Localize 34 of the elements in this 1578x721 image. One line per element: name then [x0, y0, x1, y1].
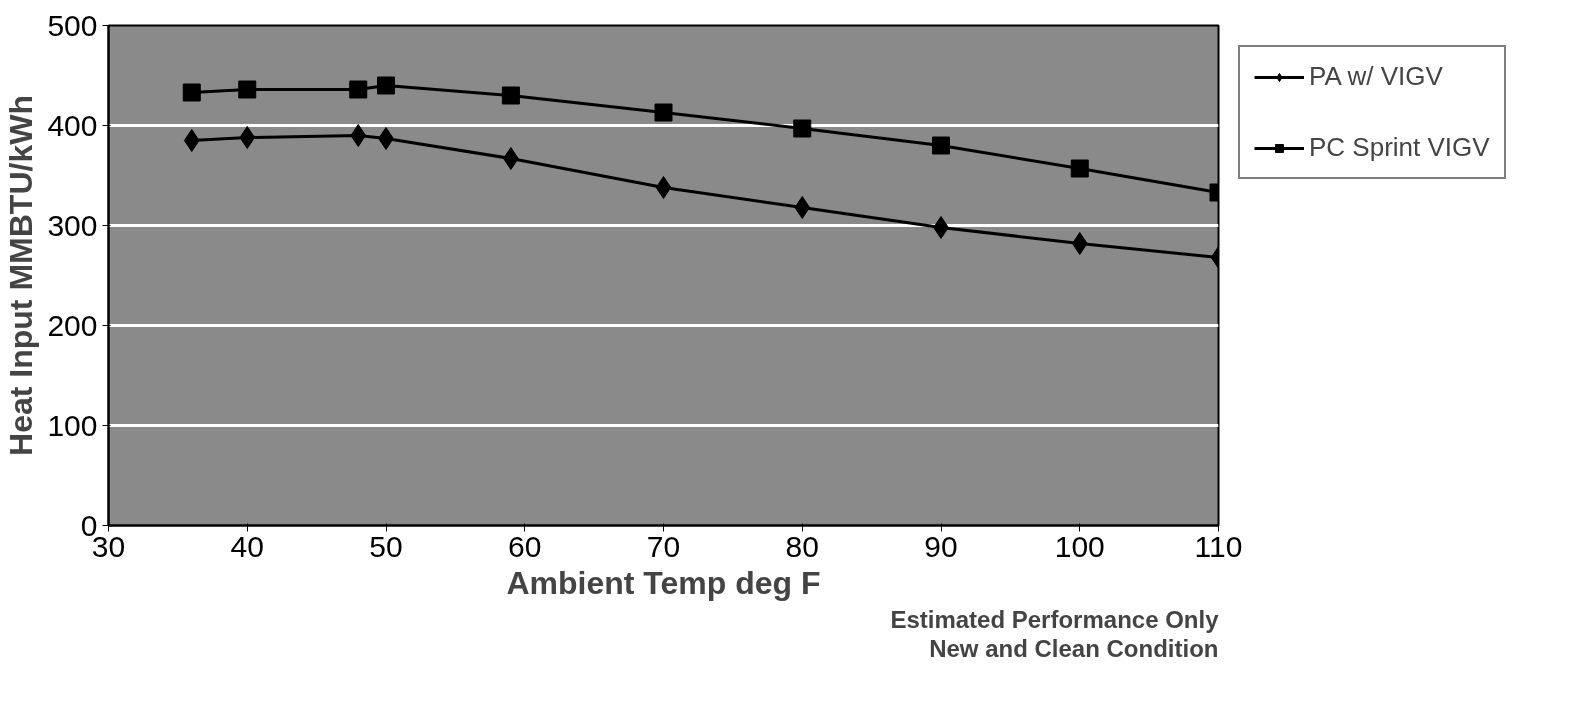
- x-tick-label: 60: [508, 529, 542, 563]
- x-tick-label: 50: [369, 529, 403, 563]
- x-tick-label: 90: [924, 529, 958, 563]
- legend-label: PC Sprint VIGV: [1309, 132, 1490, 163]
- point: [794, 196, 811, 219]
- point: [1070, 159, 1089, 178]
- x-tick-label: 100: [1054, 529, 1105, 563]
- y-tick-label: 400: [47, 108, 98, 142]
- x-tick-label: 70: [646, 529, 681, 563]
- point: [350, 124, 367, 147]
- y-tick-label: 100: [47, 408, 98, 442]
- point: [1071, 232, 1088, 255]
- point: [349, 80, 368, 99]
- point: [655, 176, 672, 199]
- point: [932, 136, 950, 155]
- point: [239, 126, 256, 149]
- point: [793, 119, 812, 138]
- x-tick-label: 80: [785, 529, 819, 563]
- y-axis-title: Heat Input MMBTU/kWh: [3, 95, 40, 456]
- y-tick-label: 300: [47, 208, 98, 242]
- text: Estimated Performance Only: [890, 605, 1220, 633]
- text: New and Clean Condition: [929, 634, 1219, 662]
- x-tick-label: 110: [1194, 529, 1243, 563]
- point: [501, 86, 520, 105]
- y-tick-label: 200: [47, 308, 98, 342]
- point: [238, 80, 257, 99]
- point: [183, 129, 200, 152]
- y-tick-label: 500: [47, 8, 98, 42]
- x-axis-title: Ambient Temp deg F: [506, 564, 821, 601]
- point: [182, 83, 201, 102]
- x-tick-label: 40: [230, 529, 264, 563]
- point: [654, 103, 673, 122]
- point: [377, 76, 395, 95]
- legend-label: PA w/ VIGV: [1309, 61, 1443, 92]
